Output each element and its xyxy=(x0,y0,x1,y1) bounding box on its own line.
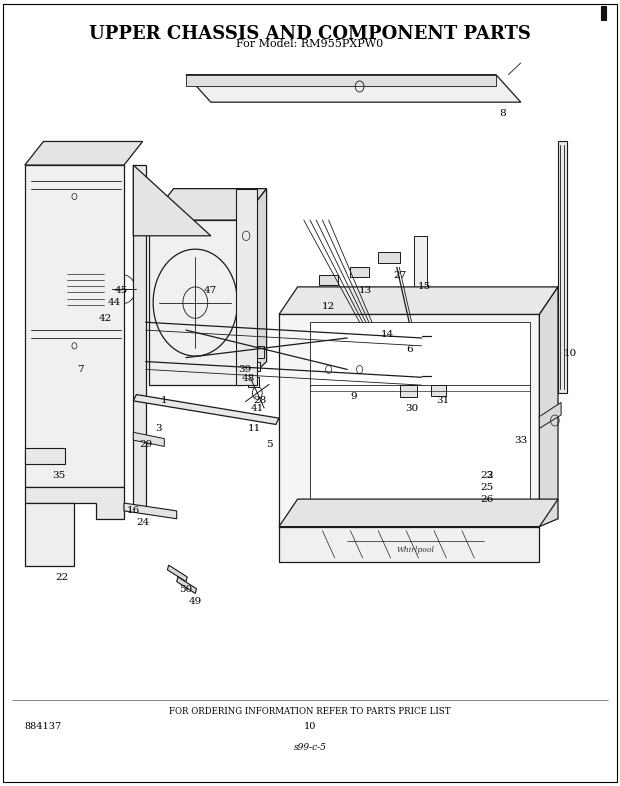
Polygon shape xyxy=(177,577,197,593)
Polygon shape xyxy=(310,322,530,519)
Text: 23: 23 xyxy=(480,471,494,480)
Polygon shape xyxy=(279,499,558,527)
Text: 45: 45 xyxy=(114,286,128,296)
Text: 15: 15 xyxy=(418,282,432,292)
Text: 13: 13 xyxy=(359,286,373,296)
Polygon shape xyxy=(539,402,561,428)
Polygon shape xyxy=(248,362,260,371)
Polygon shape xyxy=(62,267,108,314)
Polygon shape xyxy=(248,377,259,387)
Polygon shape xyxy=(133,165,211,236)
Text: 8: 8 xyxy=(499,109,505,119)
Text: 5: 5 xyxy=(267,439,273,449)
Text: 22: 22 xyxy=(55,573,69,582)
Polygon shape xyxy=(601,6,606,20)
Polygon shape xyxy=(149,189,267,220)
Polygon shape xyxy=(124,503,177,519)
Polygon shape xyxy=(167,565,187,582)
Text: 6: 6 xyxy=(406,345,412,354)
Text: UPPER CHASSIS AND COMPONENT PARTS: UPPER CHASSIS AND COMPONENT PARTS xyxy=(89,25,531,43)
Text: 42: 42 xyxy=(99,314,112,323)
Polygon shape xyxy=(133,165,146,511)
Polygon shape xyxy=(350,267,369,277)
Polygon shape xyxy=(384,314,397,326)
Polygon shape xyxy=(279,314,539,527)
Text: s99-c-5: s99-c-5 xyxy=(293,743,327,751)
Text: Whirlpool: Whirlpool xyxy=(396,546,435,554)
Polygon shape xyxy=(248,346,264,358)
Polygon shape xyxy=(431,385,446,396)
Text: 29: 29 xyxy=(139,439,153,449)
Text: 48: 48 xyxy=(241,374,255,384)
Polygon shape xyxy=(133,432,164,446)
Polygon shape xyxy=(414,236,427,299)
Polygon shape xyxy=(25,448,65,464)
Polygon shape xyxy=(400,385,417,397)
Text: 27: 27 xyxy=(393,270,407,280)
Polygon shape xyxy=(186,75,521,102)
Text: 25: 25 xyxy=(480,483,494,492)
Polygon shape xyxy=(25,141,143,165)
Text: 9: 9 xyxy=(350,392,356,402)
Text: 50: 50 xyxy=(179,585,193,594)
Polygon shape xyxy=(558,141,567,393)
Polygon shape xyxy=(25,487,124,519)
Text: 10: 10 xyxy=(304,722,316,730)
Text: 884137: 884137 xyxy=(25,722,62,730)
Polygon shape xyxy=(149,220,242,385)
Text: 35: 35 xyxy=(52,471,66,480)
Text: 16: 16 xyxy=(126,506,140,516)
Polygon shape xyxy=(279,527,539,562)
Text: 33: 33 xyxy=(514,435,528,445)
Text: 44: 44 xyxy=(108,298,122,307)
Text: 30: 30 xyxy=(405,404,419,413)
Polygon shape xyxy=(279,287,558,314)
Text: 41: 41 xyxy=(250,404,264,413)
Polygon shape xyxy=(319,275,338,285)
Polygon shape xyxy=(133,395,279,424)
Polygon shape xyxy=(186,75,496,86)
Text: 12: 12 xyxy=(322,302,335,311)
Text: 10: 10 xyxy=(564,349,577,358)
Text: 1: 1 xyxy=(161,396,167,406)
Polygon shape xyxy=(236,189,257,385)
Text: 2: 2 xyxy=(487,471,493,480)
Polygon shape xyxy=(539,287,558,527)
Text: 3: 3 xyxy=(155,424,161,433)
Text: 26: 26 xyxy=(480,494,494,504)
Text: 24: 24 xyxy=(136,518,149,527)
Text: 28: 28 xyxy=(254,396,267,406)
Text: 7: 7 xyxy=(78,365,84,374)
Text: 14: 14 xyxy=(381,329,394,339)
Text: 11: 11 xyxy=(247,424,261,433)
Text: 47: 47 xyxy=(204,286,218,296)
Text: 39: 39 xyxy=(238,365,252,374)
Polygon shape xyxy=(25,165,124,487)
Text: FOR ORDERING INFORMATION REFER TO PARTS PRICE LIST: FOR ORDERING INFORMATION REFER TO PARTS … xyxy=(169,707,451,716)
Polygon shape xyxy=(378,252,400,263)
Text: 31: 31 xyxy=(436,396,450,406)
Polygon shape xyxy=(242,189,267,385)
Text: For Model: RM955PXPW0: For Model: RM955PXPW0 xyxy=(236,39,384,50)
Text: 49: 49 xyxy=(188,597,202,606)
Polygon shape xyxy=(25,503,74,566)
